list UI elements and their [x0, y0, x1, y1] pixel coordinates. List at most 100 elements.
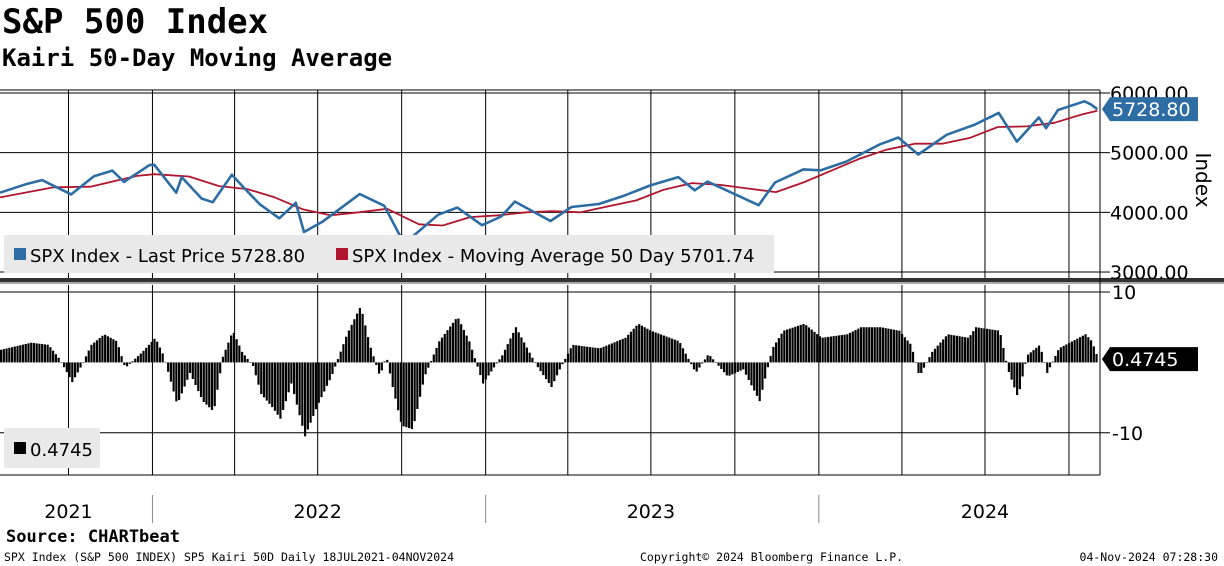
- kairi-bar: [62, 362, 66, 368]
- kairi-bar: [188, 362, 192, 373]
- kairi-bar: [802, 324, 805, 363]
- kairi-bar: [210, 362, 214, 410]
- kairi-bar: [955, 335, 958, 363]
- kairi-bar: [1021, 362, 1024, 377]
- kairi-bar: [1062, 345, 1065, 363]
- kairi-bar: [38, 343, 41, 363]
- kairi-bar: [692, 362, 696, 370]
- kairi-bar: [555, 362, 559, 376]
- kairi-bar: [82, 362, 85, 363]
- kairi-bar: [93, 342, 96, 363]
- kairi-bar: [1007, 362, 1011, 373]
- footer-copyright: Copyright© 2024 Bloomberg Finance L.P.: [640, 550, 904, 564]
- kairi-bar: [646, 328, 649, 363]
- kairi-bar: [607, 344, 611, 363]
- kairi-bar: [13, 346, 16, 363]
- kairi-bar: [651, 331, 654, 363]
- legend-ma-label: SPX Index - Moving Average 50 Day 5701.7…: [352, 246, 755, 267]
- kairi-bar: [1026, 354, 1030, 363]
- legend-price-label: SPX Index - Last Price 5728.80: [30, 246, 305, 267]
- kairi-bar: [698, 362, 701, 368]
- kairi-bar: [605, 345, 608, 363]
- kairi-bar: [101, 335, 104, 363]
- kairi-bar: [840, 335, 843, 363]
- kairi-bar: [260, 362, 263, 395]
- y-axis-label: Index: [1191, 152, 1215, 207]
- kairi-bar: [640, 325, 644, 363]
- legend-swatch-price: [14, 248, 26, 260]
- kairi-bar: [2, 349, 5, 363]
- kairi-bar: [654, 332, 657, 363]
- kairi-bar: [657, 333, 660, 363]
- kairi-bar: [1029, 352, 1032, 363]
- kairi-bar: [649, 330, 652, 363]
- kairi-bar: [736, 362, 739, 372]
- kairi-bar: [227, 342, 230, 363]
- kairi-bar: [635, 325, 638, 363]
- kairi-bar: [416, 362, 419, 409]
- kairi-bar: [684, 353, 687, 363]
- kairi-bar: [366, 337, 370, 363]
- kairi-bar: [1037, 345, 1041, 363]
- kairi-bar: [509, 338, 512, 363]
- kairi-bar: [197, 362, 200, 392]
- kairi-bar: [687, 358, 690, 363]
- kairi-bar: [501, 355, 504, 363]
- kairi-bar: [57, 357, 60, 363]
- kairi-bar: [271, 362, 274, 408]
- panel-separator: [0, 282, 1224, 284]
- kairi-bar: [627, 334, 630, 363]
- kairi-bar: [479, 362, 482, 376]
- kairi-bar: [95, 340, 99, 363]
- kairi-bar: [1057, 350, 1060, 363]
- y-tick-label: 3000.00: [1110, 262, 1189, 284]
- y-tick-label: 10: [1112, 282, 1136, 304]
- kairi-bar: [328, 362, 331, 381]
- kairi-bar: [440, 337, 444, 363]
- kairi-bar: [843, 334, 846, 363]
- kairi-bar: [43, 344, 47, 363]
- x-year-label: 2022: [293, 501, 341, 523]
- kairi-bar: [534, 362, 537, 363]
- kairi-bar: [465, 335, 468, 363]
- kairi-bar: [810, 329, 813, 363]
- kairi-bar: [369, 347, 372, 363]
- kairi-bar: [857, 328, 860, 363]
- ma50-line: [0, 109, 1098, 227]
- kairi-bar: [909, 343, 912, 363]
- kairi-bar: [208, 362, 211, 408]
- kairi-bar: [859, 327, 863, 363]
- kairi-bar: [1087, 337, 1090, 363]
- kairi-bar: [383, 361, 386, 363]
- kairi-bar: [1048, 362, 1052, 368]
- x-year-label: 2024: [961, 501, 1009, 523]
- kairi-bar: [950, 334, 953, 363]
- kairi-bar: [460, 324, 463, 363]
- kairi-bar: [575, 345, 578, 363]
- kairi-bar: [750, 362, 753, 386]
- kairi-bar: [301, 362, 304, 426]
- kairi-bar: [1032, 350, 1035, 363]
- kairi-bar: [632, 328, 635, 363]
- kairi-bar: [71, 362, 74, 383]
- kairi-bar: [290, 362, 293, 384]
- kairi-bar: [903, 337, 906, 363]
- kairi-bar: [983, 328, 986, 363]
- kairi-bar: [325, 362, 329, 386]
- kairi-bar: [443, 333, 446, 363]
- kairi-bar: [580, 345, 583, 363]
- kairi-bar: [1002, 347, 1005, 363]
- kairi-bar: [262, 362, 266, 398]
- kairi-bar: [391, 362, 394, 388]
- kairi-bar: [805, 325, 808, 363]
- kairi-bar: [769, 355, 772, 363]
- kairi-bar: [503, 349, 507, 363]
- kairi-bar: [205, 362, 208, 405]
- kairi-bar: [243, 355, 246, 363]
- kairi-bar: [876, 327, 879, 363]
- kairi-bar: [471, 349, 474, 363]
- kairi-bar: [169, 362, 172, 382]
- kairi-bar: [68, 362, 71, 378]
- kairi-bar: [284, 362, 288, 402]
- kairi-bar: [832, 336, 835, 363]
